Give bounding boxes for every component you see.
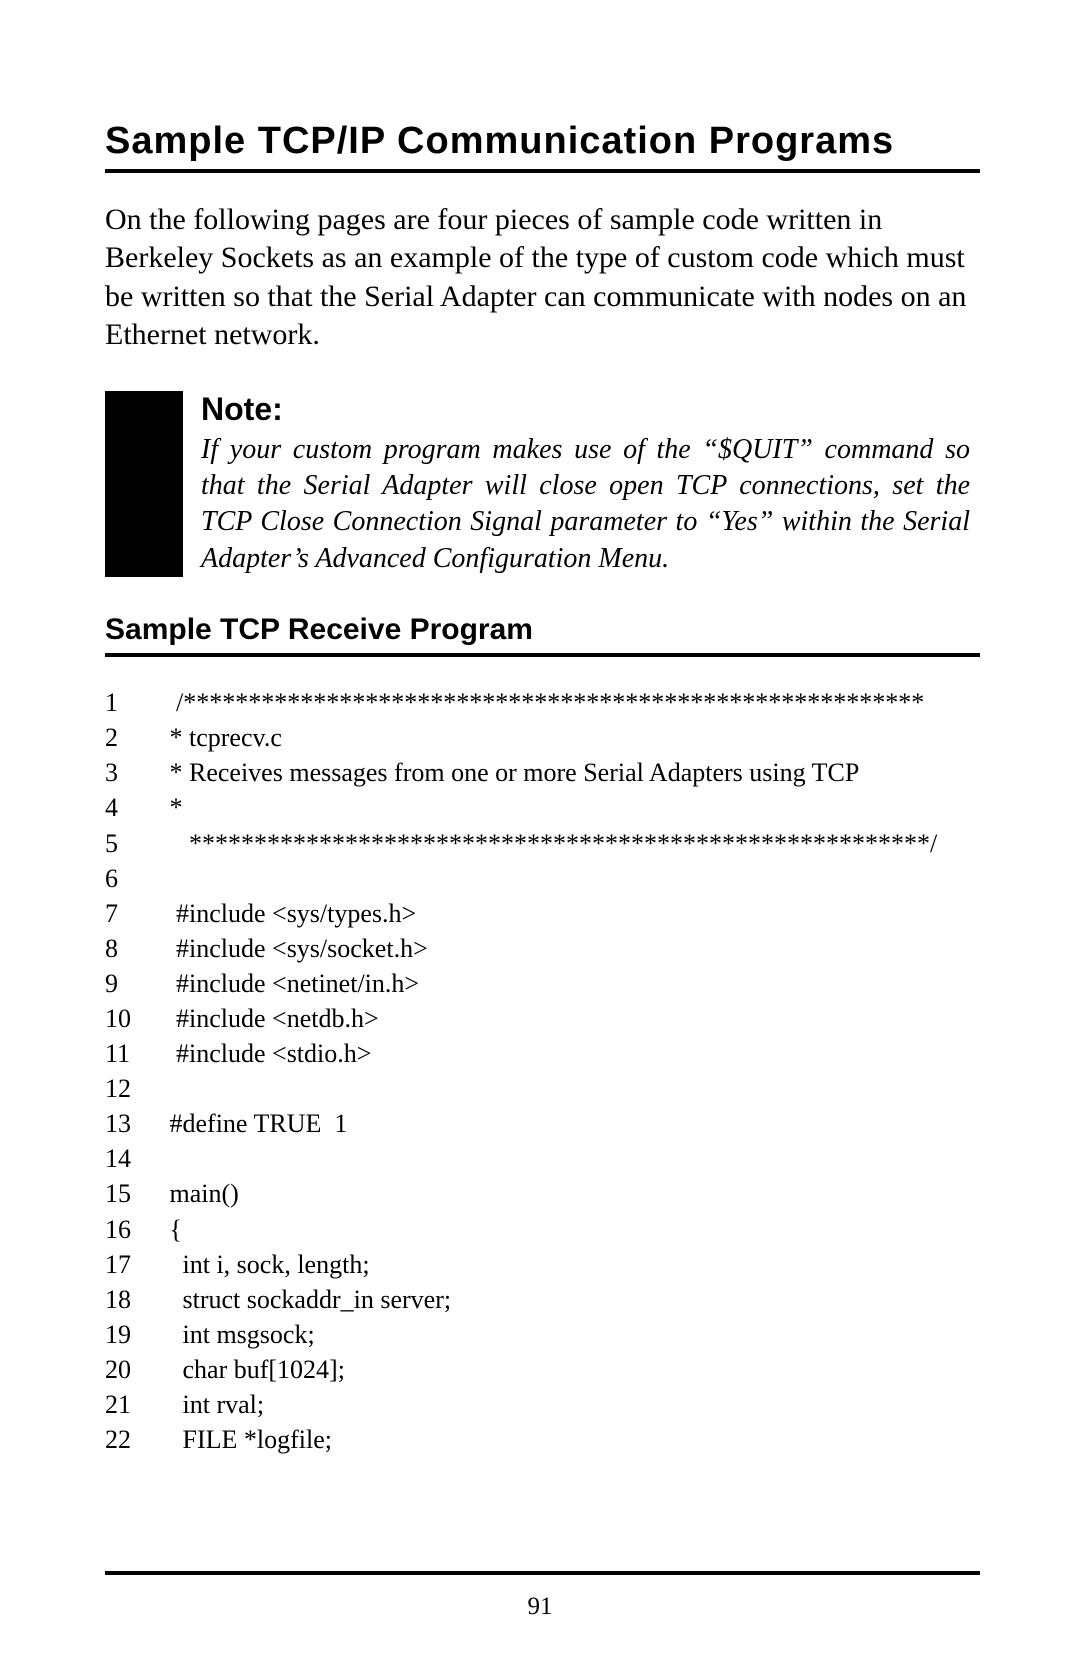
code-line-number: 21 (105, 1387, 163, 1422)
code-line-text: * (163, 790, 980, 825)
code-line: 17 int i, sock, length; (105, 1247, 980, 1282)
sub-heading: Sample TCP Receive Program (105, 613, 980, 647)
code-line-number: 11 (105, 1036, 163, 1071)
code-line: 2 * tcprecv.c (105, 720, 980, 755)
code-line-text: struct sockaddr_in server; (163, 1282, 980, 1317)
code-line: 15 main() (105, 1176, 980, 1211)
code-line-number: 1 (105, 685, 163, 720)
code-line-text: #include <sys/socket.h> (163, 931, 980, 966)
code-line-number: 8 (105, 931, 163, 966)
code-line: 7 #include <sys/types.h> (105, 896, 980, 931)
code-line: 9 #include <netinet/in.h> (105, 966, 980, 1001)
code-line: 6 (105, 861, 980, 896)
note-body: Note: If your custom program makes use o… (201, 391, 980, 578)
code-line-number: 15 (105, 1176, 163, 1211)
code-line: 14 (105, 1141, 980, 1176)
code-line-number: 14 (105, 1141, 163, 1176)
code-line: 4 * (105, 790, 980, 825)
code-line-text: int i, sock, length; (163, 1247, 980, 1282)
sub-heading-rule (105, 653, 980, 657)
code-line-text: * tcprecv.c (163, 720, 980, 755)
code-line-text (163, 1141, 980, 1176)
code-line-text: #include <netinet/in.h> (163, 966, 980, 1001)
code-line-number: 16 (105, 1212, 163, 1247)
code-line: 3 * Receives messages from one or more S… (105, 755, 980, 790)
code-line-text: ****************************************… (163, 826, 980, 861)
code-line: 21 int rval; (105, 1387, 980, 1422)
code-line-text: char buf[1024]; (163, 1352, 980, 1387)
intro-paragraph: On the following pages are four pieces o… (105, 201, 980, 355)
page: Sample TCP/IP Communication Programs On … (0, 0, 1080, 1669)
page-number: 91 (0, 1593, 1080, 1621)
code-line-number: 10 (105, 1001, 163, 1036)
code-line: 12 (105, 1071, 980, 1106)
code-line-number: 9 (105, 966, 163, 1001)
code-line-number: 4 (105, 790, 163, 825)
code-line-number: 2 (105, 720, 163, 755)
code-line-text (163, 861, 980, 896)
code-line-text: #include <netdb.h> (163, 1001, 980, 1036)
code-line: 16 { (105, 1212, 980, 1247)
code-line-text: { (163, 1212, 980, 1247)
code-line-text: #include <sys/types.h> (163, 896, 980, 931)
code-line: 8 #include <sys/socket.h> (105, 931, 980, 966)
note-block: Note: If your custom program makes use o… (105, 391, 980, 578)
code-line-text: * Receives messages from one or more Ser… (163, 755, 980, 790)
code-line-number: 13 (105, 1106, 163, 1141)
code-line-number: 20 (105, 1352, 163, 1387)
note-sidebar-icon (105, 391, 183, 578)
code-listing: 1 /*************************************… (105, 685, 980, 1457)
code-line-number: 5 (105, 826, 163, 861)
note-text: If your custom program makes use of the … (201, 432, 970, 578)
code-line-text: int rval; (163, 1387, 980, 1422)
code-line-text: int msgsock; (163, 1317, 980, 1352)
code-line: 19 int msgsock; (105, 1317, 980, 1352)
code-line: 22 FILE *logfile; (105, 1422, 980, 1457)
code-line-number: 18 (105, 1282, 163, 1317)
code-line: 5 **************************************… (105, 826, 980, 861)
code-line-number: 7 (105, 896, 163, 931)
code-line-number: 6 (105, 861, 163, 896)
code-line: 13 #define TRUE 1 (105, 1106, 980, 1141)
code-line-number: 19 (105, 1317, 163, 1352)
code-line: 20 char buf[1024]; (105, 1352, 980, 1387)
code-line-number: 22 (105, 1422, 163, 1457)
code-line-text: #include <stdio.h> (163, 1036, 980, 1071)
code-line-text: FILE *logfile; (163, 1422, 980, 1457)
code-line: 11 #include <stdio.h> (105, 1036, 980, 1071)
main-heading-rule (105, 169, 980, 173)
code-line-text: #define TRUE 1 (163, 1106, 980, 1141)
code-line: 18 struct sockaddr_in server; (105, 1282, 980, 1317)
note-title: Note: (201, 391, 970, 428)
code-line-text (163, 1071, 980, 1106)
code-line-text: main() (163, 1176, 980, 1211)
code-line-number: 17 (105, 1247, 163, 1282)
code-line-number: 3 (105, 755, 163, 790)
main-heading: Sample TCP/IP Communication Programs (105, 120, 980, 163)
code-line: 1 /*************************************… (105, 685, 980, 720)
code-line-number: 12 (105, 1071, 163, 1106)
code-line: 10 #include <netdb.h> (105, 1001, 980, 1036)
footer-rule (105, 1571, 980, 1575)
code-line-text: /***************************************… (163, 685, 980, 720)
